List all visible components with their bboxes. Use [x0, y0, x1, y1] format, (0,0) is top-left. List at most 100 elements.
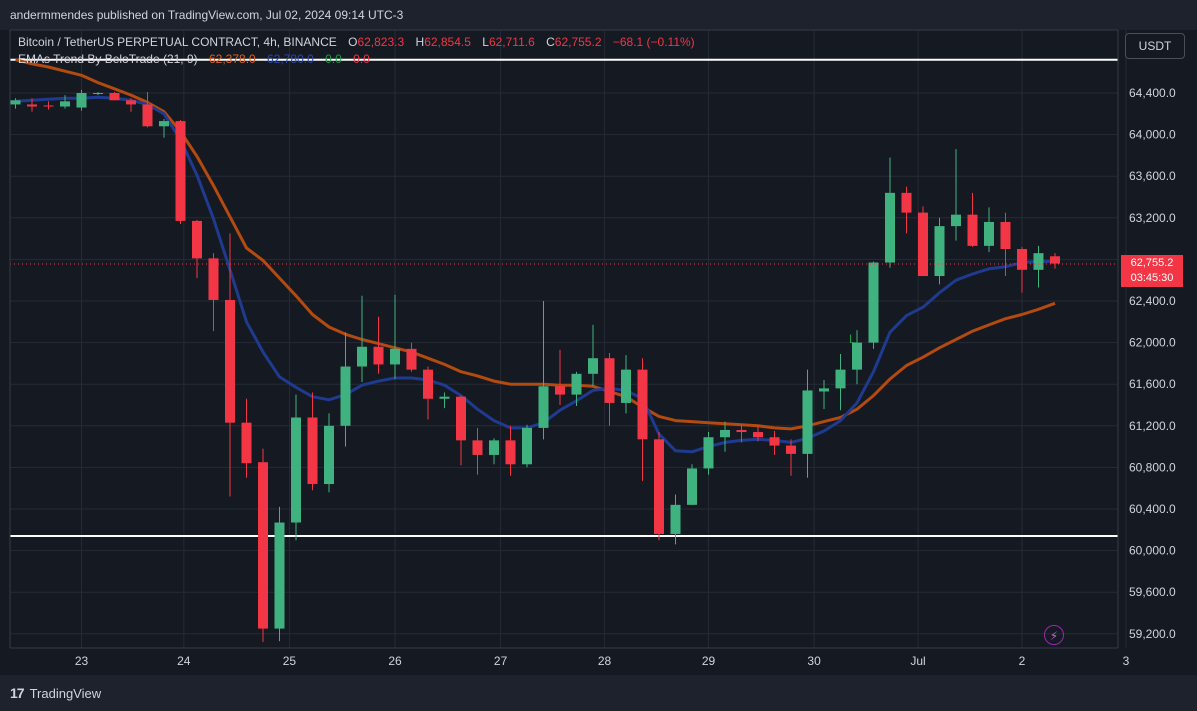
- candle[interactable]: [291, 417, 301, 523]
- candle[interactable]: [901, 192, 912, 213]
- last-price-value: 62,755.2: [1130, 257, 1174, 269]
- plot-area[interactable]: [10, 30, 1118, 648]
- candle[interactable]: [670, 504, 681, 534]
- indicator-name[interactable]: EMAs Trend By BeloTrade (21, 9): [18, 52, 198, 66]
- lightning-icon[interactable]: ⚡: [1044, 625, 1064, 645]
- candle[interactable]: [340, 366, 351, 426]
- candle[interactable]: [126, 100, 136, 105]
- time-tick-label: 2: [1019, 654, 1026, 668]
- candle[interactable]: [472, 440, 483, 455]
- candle[interactable]: [753, 432, 763, 438]
- price-tick-label: 64,400.0: [1129, 86, 1176, 100]
- candle[interactable]: [1050, 256, 1060, 264]
- indicator-legend[interactable]: EMAs Trend By BeloTrade (21, 9) 62,378.0…: [18, 52, 370, 66]
- candle[interactable]: [621, 369, 631, 403]
- candle[interactable]: [159, 121, 169, 127]
- candle[interactable]: [225, 299, 235, 423]
- candle[interactable]: [258, 462, 268, 629]
- candle[interactable]: [142, 104, 153, 127]
- candle[interactable]: [423, 369, 433, 399]
- candle[interactable]: [604, 358, 615, 403]
- candle[interactable]: [175, 121, 186, 221]
- price-tick-label: 61,600.0: [1129, 377, 1176, 391]
- candle[interactable]: [10, 100, 21, 105]
- price-tick-label: 59,600.0: [1129, 585, 1176, 599]
- candle[interactable]: [555, 386, 565, 395]
- candle[interactable]: [703, 437, 714, 469]
- time-tick-label: 29: [702, 654, 716, 668]
- time-tick-label: 30: [807, 654, 821, 668]
- candle[interactable]: [373, 346, 384, 365]
- candle[interactable]: [208, 258, 219, 300]
- time-tick-label: 3: [1123, 654, 1130, 668]
- candle[interactable]: [984, 221, 994, 246]
- candle[interactable]: [1033, 253, 1044, 270]
- ema9-line[interactable]: [15, 95, 1056, 454]
- candle[interactable]: [1000, 221, 1011, 249]
- candle[interactable]: [43, 105, 54, 107]
- candle[interactable]: [60, 101, 70, 107]
- candle[interactable]: [918, 212, 928, 277]
- candle[interactable]: [505, 440, 516, 465]
- brand[interactable]: 17 TradingView: [10, 685, 101, 701]
- brand-name: TradingView: [29, 685, 102, 701]
- last-price-label: 62,755.2 03:45:30: [1121, 255, 1183, 287]
- up-value: 0.0: [325, 52, 342, 66]
- candle[interactable]: [456, 396, 466, 441]
- candle[interactable]: [588, 358, 598, 374]
- currency-button[interactable]: USDT: [1125, 33, 1185, 59]
- candle[interactable]: [109, 93, 120, 101]
- candle[interactable]: [439, 396, 450, 399]
- candle[interactable]: [27, 104, 37, 107]
- candle[interactable]: [241, 422, 252, 464]
- candle[interactable]: [522, 427, 532, 465]
- time-tick-label: 26: [388, 654, 402, 668]
- price-tick-label: 64,000.0: [1129, 128, 1176, 142]
- candle[interactable]: [76, 93, 87, 108]
- candle[interactable]: [390, 348, 400, 365]
- ohlc-legend: Bitcoin / TetherUS PERPETUAL CONTRACT, 4…: [18, 35, 695, 49]
- candle[interactable]: [93, 93, 103, 94]
- candle[interactable]: [934, 226, 945, 277]
- candle[interactable]: [357, 346, 367, 367]
- candle[interactable]: [324, 425, 334, 485]
- symbol-title[interactable]: Bitcoin / TetherUS PERPETUAL CONTRACT, 4…: [18, 35, 337, 49]
- bar-countdown: 03:45:30: [1130, 272, 1174, 284]
- price-tick-label: 60,400.0: [1129, 502, 1176, 516]
- candle[interactable]: [769, 437, 780, 446]
- candle[interactable]: [786, 445, 796, 454]
- candle[interactable]: [951, 214, 961, 227]
- candle[interactable]: [720, 429, 730, 438]
- candle[interactable]: [538, 386, 549, 428]
- candle[interactable]: [835, 369, 846, 389]
- time-tick-label: Jul: [910, 654, 925, 668]
- candle[interactable]: [1017, 249, 1027, 270]
- candle[interactable]: [868, 262, 879, 343]
- candle[interactable]: [802, 390, 813, 454]
- candle[interactable]: [885, 192, 895, 263]
- publish-line: andermmendes published on TradingView.co…: [10, 8, 404, 22]
- candle[interactable]: [819, 388, 829, 392]
- candle[interactable]: [571, 373, 582, 395]
- candle[interactable]: [852, 342, 862, 370]
- ema21-line[interactable]: [15, 58, 1056, 431]
- price-tick-label: 60,000.0: [1129, 544, 1176, 558]
- candle[interactable]: [687, 468, 697, 505]
- candle[interactable]: [489, 440, 499, 455]
- signal-marker: L: [849, 332, 856, 346]
- candle[interactable]: [274, 522, 285, 629]
- low-value: 62,711.6: [488, 35, 535, 49]
- candle[interactable]: [307, 417, 318, 485]
- candle[interactable]: [637, 369, 648, 440]
- candle[interactable]: [192, 220, 202, 259]
- high-value: 62,854.5: [424, 35, 471, 49]
- candle[interactable]: [406, 348, 417, 370]
- candle[interactable]: [654, 439, 664, 534]
- price-tick-label: 59,200.0: [1129, 627, 1176, 641]
- candle[interactable]: [967, 214, 978, 246]
- candle[interactable]: [736, 429, 747, 433]
- high-label: H: [415, 35, 425, 49]
- down-value: 0.0: [353, 52, 370, 66]
- close-label: C: [546, 35, 555, 49]
